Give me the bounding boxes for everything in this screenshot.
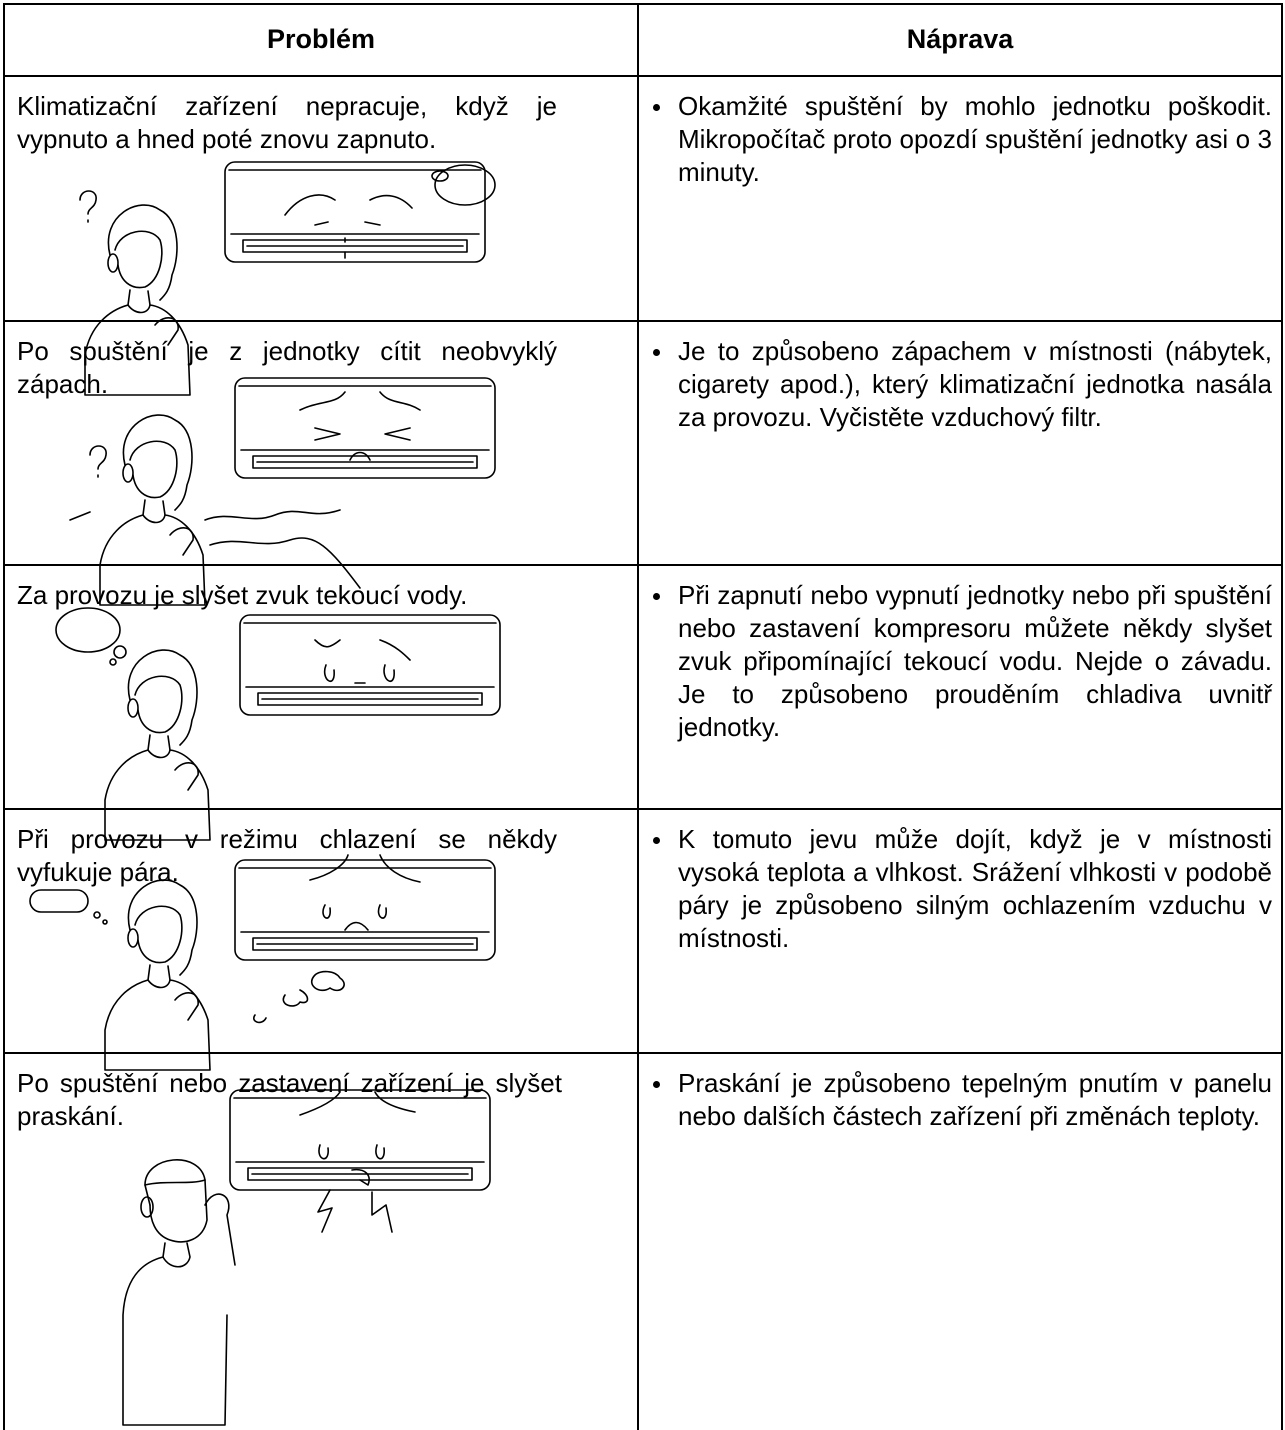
border: [3, 808, 1283, 810]
border: [3, 1052, 1283, 1054]
border: [1281, 3, 1283, 1430]
bullet: [653, 1081, 660, 1088]
problem-text: Za provozu je slyšet zvuk tekoucí vody.: [17, 580, 468, 610]
problem-text: Po spuštění nebo zastavení zařízení je s…: [17, 1068, 562, 1131]
border: [3, 75, 1283, 77]
problem-text: Klimatizační zařízení nepracuje, když je…: [17, 91, 557, 154]
border: [637, 3, 639, 1430]
remedy-text: Při zapnutí nebo vypnutí jednotky nebo p…: [678, 580, 1272, 742]
border: [3, 3, 5, 1430]
bullet: [653, 349, 660, 356]
remedy-text: Praskání je způsobeno tepelným pnutím v …: [678, 1068, 1272, 1131]
border: [3, 320, 1283, 322]
problem-text: Při provozu v režimu chlazení se někdy v…: [17, 824, 557, 887]
column-header: Náprava: [906, 24, 1014, 54]
remedy-text: Je to způsobeno zápachem v místnosti (ná…: [678, 336, 1272, 432]
column-header: Problém: [266, 24, 376, 54]
bullet: [653, 593, 660, 600]
remedy-text: K tomuto jevu může dojít, když je v míst…: [678, 824, 1272, 953]
border: [3, 3, 1283, 5]
border: [3, 564, 1283, 566]
bullet: [653, 837, 660, 844]
problem-text: Po spuštění je z jednotky cítit neobvykl…: [17, 336, 557, 399]
bullet: [653, 104, 660, 111]
remedy-text: Okamžité spuštění by mohlo jednotku pošk…: [678, 91, 1272, 187]
